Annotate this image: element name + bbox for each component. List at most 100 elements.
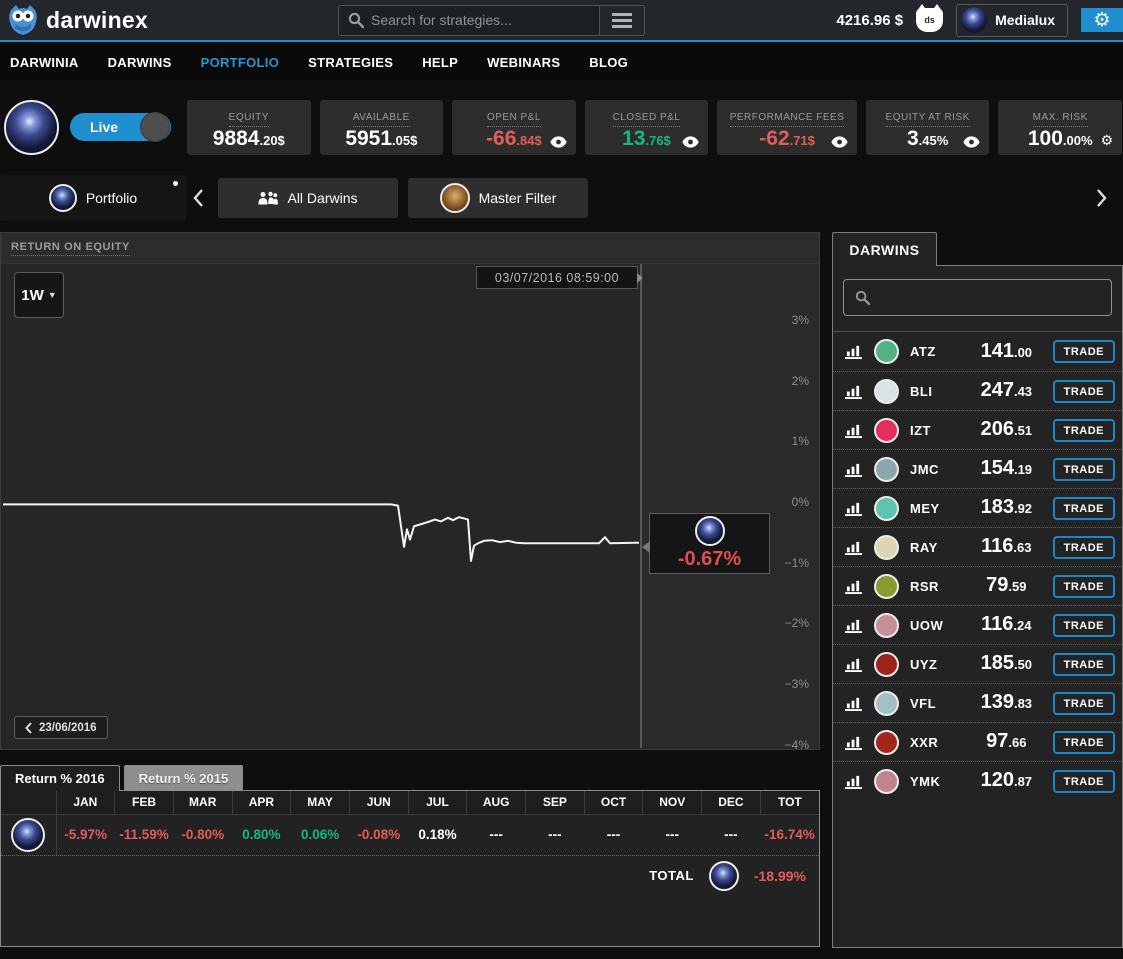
eye-icon[interactable] [550, 135, 567, 148]
toggle-knob[interactable] [140, 112, 170, 142]
settings-gear-button[interactable]: ⚙ [1081, 8, 1123, 32]
nav-help[interactable]: HELP [422, 54, 459, 70]
ds-owl-badge[interactable]: ds [916, 4, 944, 32]
trade-button[interactable]: TRADE [1052, 769, 1115, 793]
col-dec: DEC [701, 791, 761, 815]
quote-dec: .87 [1013, 774, 1033, 789]
chevron-left-icon[interactable] [189, 188, 208, 208]
bar-chart-icon [845, 541, 862, 555]
darwin-row-jmc[interactable]: JMC 154.19 TRADE [833, 449, 1122, 488]
bar-chart-icon[interactable] [845, 657, 874, 672]
eye-icon[interactable] [831, 135, 848, 148]
trade-button[interactable]: TRADE [1052, 574, 1115, 598]
bar-chart-icon[interactable] [845, 774, 874, 789]
bar-chart-icon [845, 736, 862, 750]
darwin-row-bli[interactable]: BLI 247.43 TRADE [833, 371, 1122, 410]
nav-portfolio[interactable]: PORTFOLIO [200, 54, 280, 70]
quote-dec: .59 [1008, 579, 1027, 594]
nav-darwinia[interactable]: DARWINIA [10, 54, 79, 70]
stat-value-main: 100 [1027, 126, 1063, 150]
quote-main: 139 [980, 691, 1014, 713]
chevron-right-icon[interactable] [1092, 188, 1111, 208]
stat-value-dec: .05$ [392, 132, 418, 148]
trade-button[interactable]: TRADE [1052, 730, 1115, 754]
darwin-row-rsr[interactable]: RSR 79.59 TRADE [833, 566, 1122, 605]
bar-chart-icon[interactable] [845, 618, 874, 633]
tab-all-darwins[interactable]: All Darwins [218, 178, 398, 218]
caret-down-icon: ▼ [47, 290, 57, 300]
tab-master-filter[interactable]: Master Filter [408, 178, 588, 218]
trade-button[interactable]: TRADE [1052, 418, 1115, 442]
bar-chart-icon[interactable] [845, 579, 874, 594]
return-dec: --- [724, 827, 738, 843]
darwin-row-xxr[interactable]: XXR 97.66 TRADE [833, 722, 1122, 761]
trade-button[interactable]: TRADE [1052, 613, 1115, 637]
nav-darwins[interactable]: DARWINS [107, 54, 172, 70]
tab-return-2015[interactable]: Return % 2015 [123, 765, 244, 791]
stat-boxes: EQUITY 9884.20$ AVAILABLE 5951.05$ OPEN P&L -… [187, 99, 1123, 155]
tab-return-2016[interactable]: Return % 2016 [0, 765, 120, 791]
col-nov: NOV [642, 791, 703, 815]
trade-button[interactable]: TRADE [1052, 457, 1115, 481]
darwin-row-vfl[interactable]: VFL 139.83 TRADE [833, 683, 1122, 722]
bar-chart-icon[interactable] [845, 735, 874, 750]
trade-button[interactable]: TRADE [1052, 652, 1115, 676]
darwin-quote: 79.59 [966, 575, 1047, 597]
strategy-search-input[interactable] [339, 12, 599, 28]
darwin-row-ray[interactable]: RAY 116.63 TRADE [833, 527, 1122, 566]
bar-chart-icon[interactable] [845, 344, 874, 359]
period-dropdown[interactable]: 1W ▼ [14, 272, 64, 318]
tab-portfolio[interactable]: Portfolio [0, 175, 186, 221]
nav-webinars[interactable]: WEBINARS [487, 54, 561, 70]
user-menu[interactable]: Medialux [956, 3, 1068, 37]
chart-area[interactable]: 03/07/2016 08:59:00 -0.67% 1W ▼ 23/06/20… [1, 264, 819, 752]
menu-button[interactable] [600, 4, 645, 36]
col-apr: APR [232, 791, 292, 815]
quote-main: 116 [981, 613, 1014, 635]
darwin-row-atz[interactable]: ATZ 141.00 TRADE [833, 332, 1122, 371]
bar-chart-icon[interactable] [845, 384, 874, 399]
trade-button[interactable]: TRADE [1052, 535, 1115, 559]
trade-button[interactable]: TRADE [1052, 496, 1115, 520]
stat-value: 100.00% [998, 126, 1122, 152]
y-axis-tick: 3% [791, 312, 809, 327]
eye-icon[interactable] [682, 135, 699, 148]
bar-chart-icon[interactable] [845, 501, 874, 516]
darwins-tab[interactable]: DARWINS [832, 232, 937, 266]
bar-chart-icon[interactable] [845, 696, 874, 711]
eye-icon[interactable] [963, 135, 981, 148]
live-demo-toggle[interactable]: Live [70, 112, 171, 142]
nav-blog[interactable]: BLOG [589, 54, 629, 70]
stat-value-main: 9884 [212, 126, 260, 150]
search-icon [348, 12, 364, 28]
eye-icon[interactable] [682, 135, 699, 148]
col-jan: JAN [56, 791, 116, 815]
nav-strategies[interactable]: STRATEGIES [308, 54, 394, 70]
darwin-row-uow[interactable]: UOW 116.24 TRADE [833, 605, 1122, 644]
darwin-row-mey[interactable]: MEY 183.92 TRADE [833, 488, 1122, 527]
darwin-quote: 183.92 [966, 497, 1047, 519]
stat-performance-fees: PERFORMANCE FEES -62.71$ [717, 99, 857, 155]
eye-icon[interactable] [963, 135, 981, 148]
bar-chart-icon[interactable] [845, 540, 874, 555]
gear-icon[interactable]: ⚙ [1100, 132, 1113, 149]
return-mar: -0.80% [181, 827, 225, 843]
stat-open-p-l: OPEN P&L -66.84$ [452, 99, 576, 155]
chevron-left-icon [25, 721, 32, 734]
bar-chart-icon[interactable] [845, 423, 874, 438]
trade-button[interactable]: TRADE [1052, 340, 1115, 363]
darwin-color-dot [874, 729, 899, 755]
darwin-row-uyz[interactable]: UYZ 185.50 TRADE [833, 644, 1122, 683]
brand[interactable]: darwinex [0, 0, 338, 40]
trade-button[interactable]: TRADE [1052, 379, 1115, 403]
y-axis-tick: 0% [791, 495, 809, 509]
trade-button[interactable]: TRADE [1052, 691, 1115, 715]
eye-icon[interactable] [550, 135, 567, 148]
quote-dec: .00 [1013, 344, 1033, 360]
darwin-row-ymk[interactable]: YMK 120.87 TRADE [833, 761, 1122, 800]
chart-date-nav-button[interactable]: 23/06/2016 [14, 716, 108, 739]
darwins-search-input[interactable] [879, 288, 1100, 307]
darwin-row-izt[interactable]: IZT 206.51 TRADE [833, 410, 1122, 449]
bar-chart-icon[interactable] [845, 462, 874, 477]
eye-icon[interactable] [831, 135, 848, 148]
